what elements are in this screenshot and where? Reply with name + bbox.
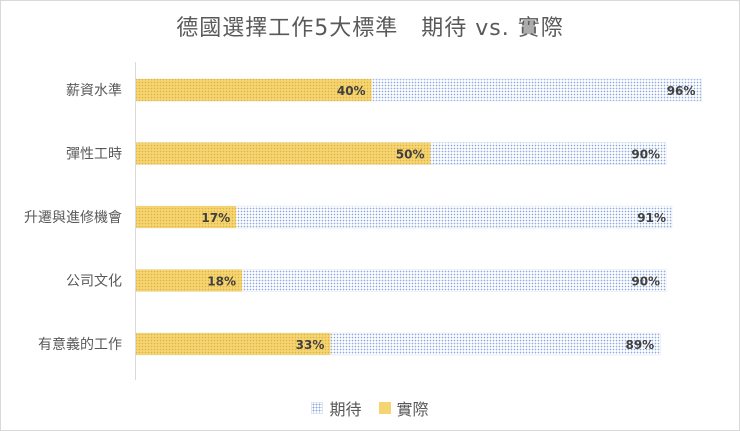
category-label-row-4: 有意義的工作 [38, 336, 122, 353]
data-label-expected-row-4: 89% [625, 338, 654, 352]
data-label-expected-row-2: 91% [637, 211, 666, 225]
category-label-row-0: 薪資水準 [66, 83, 122, 99]
bar-actual-row-0 [136, 79, 372, 101]
category-label-row-2: 升遷與進修機會 [24, 210, 122, 226]
legend-swatch-actual [378, 402, 391, 414]
legend-label-expected: 期待 [329, 400, 362, 419]
data-label-actual-row-2: 17% [201, 211, 230, 225]
legend-item-expected: 期待 [311, 396, 361, 420]
category-label-row-3: 公司文化 [66, 274, 122, 290]
legend-item-actual: 實際 [378, 396, 429, 420]
bar-actual-row-4 [136, 333, 331, 355]
data-label-actual-row-0: 40% [337, 84, 366, 98]
bar-actual-row-1 [136, 142, 431, 165]
data-label-expected-row-0: 96% [667, 84, 696, 98]
bar-actual-row-2 [136, 206, 237, 228]
category-label-row-1: 彈性工時 [66, 147, 122, 163]
data-label-actual-row-4: 33% [296, 338, 325, 352]
data-label-actual-row-3: 18% [207, 275, 236, 289]
legend: 期待 實際 [0, 396, 740, 420]
chart-title: 德國選擇工作5大標準 期待 vs. 實際 [176, 16, 564, 41]
data-label-expected-row-3: 90% [631, 275, 660, 289]
bar-actual-row-3 [136, 269, 243, 292]
data-label-expected-row-1: 90% [631, 148, 660, 162]
data-label-actual-row-1: 50% [396, 148, 425, 162]
legend-swatch-expected [311, 402, 324, 414]
legend-label-actual: 實際 [396, 400, 429, 419]
